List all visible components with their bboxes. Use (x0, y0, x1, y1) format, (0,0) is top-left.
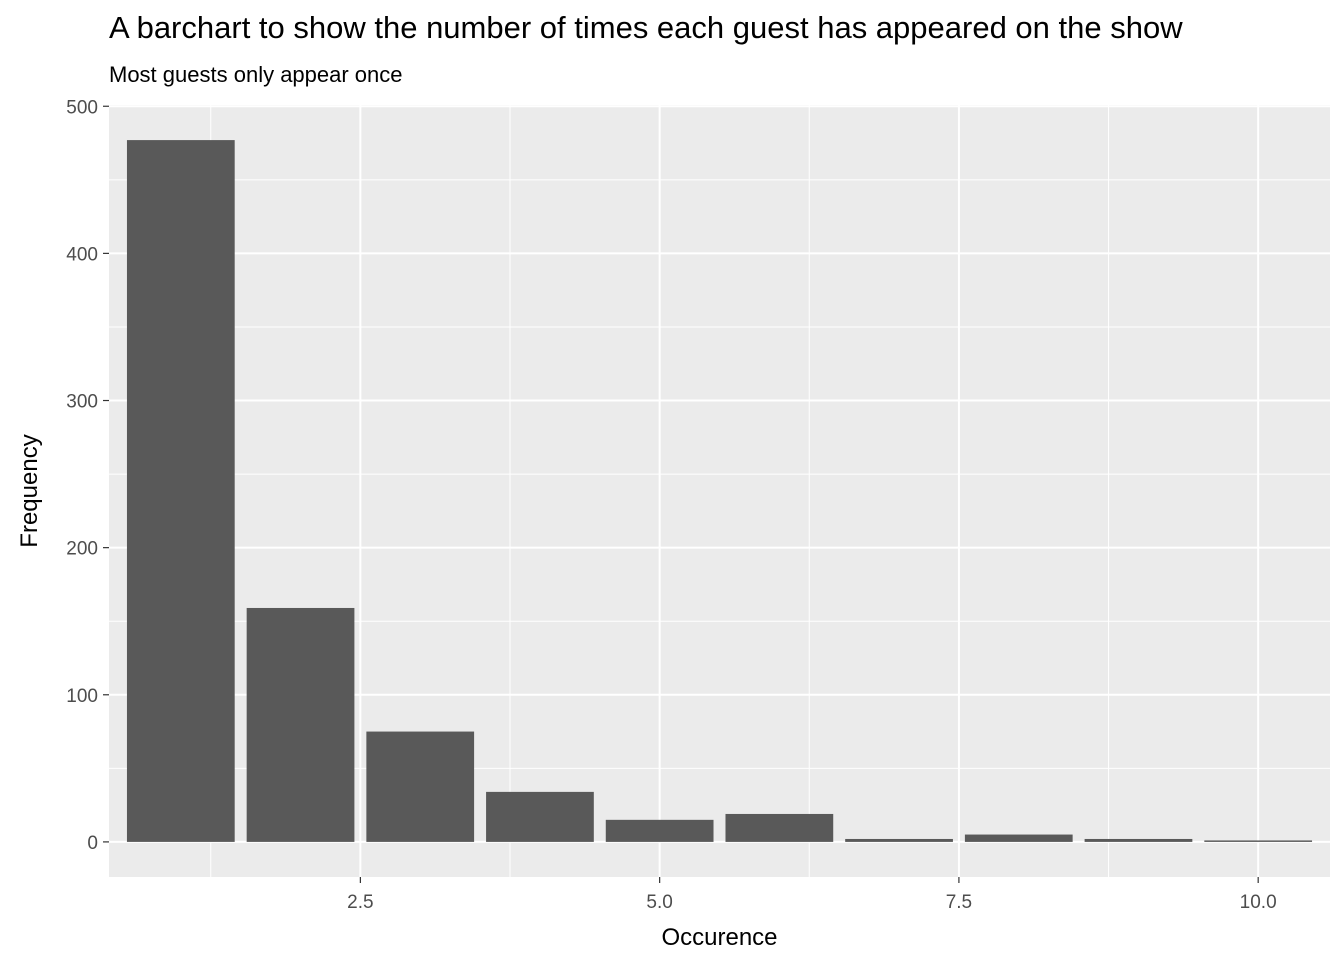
bar-1 (126, 140, 235, 842)
y-tick-label: 0 (87, 833, 98, 854)
x-tick-label: 10.0 (1240, 892, 1277, 913)
bar-3 (366, 731, 475, 842)
bar-4 (486, 791, 594, 842)
y-tick-label: 500 (66, 97, 98, 118)
x-axis-title: Occurence (661, 924, 777, 951)
x-tick-label: 5.0 (646, 892, 672, 913)
chart-title: A barchart to show the number of times e… (109, 10, 1183, 45)
x-tick-label: 2.5 (347, 892, 373, 913)
bar-10 (1204, 840, 1313, 842)
bar-7 (845, 838, 953, 842)
chart-subtitle: Most guests only appear once (109, 62, 403, 87)
y-tick-label: 300 (66, 392, 98, 413)
bar-2 (246, 607, 355, 842)
bar-8 (964, 834, 1073, 842)
bar-5 (605, 819, 714, 842)
y-tick-label: 100 (66, 686, 98, 707)
x-tick-label: 7.5 (946, 892, 972, 913)
bars (126, 140, 1313, 842)
y-axis: 0 100 200 300 400 500 (66, 97, 109, 854)
bar-6 (725, 813, 834, 842)
y-tick-label: 400 (66, 244, 98, 265)
y-axis-title: Frequency (16, 434, 43, 547)
bar-9 (1084, 838, 1193, 842)
y-tick-label: 200 (66, 539, 98, 560)
x-axis: 2.5 5.0 7.5 10.0 (347, 877, 1277, 913)
